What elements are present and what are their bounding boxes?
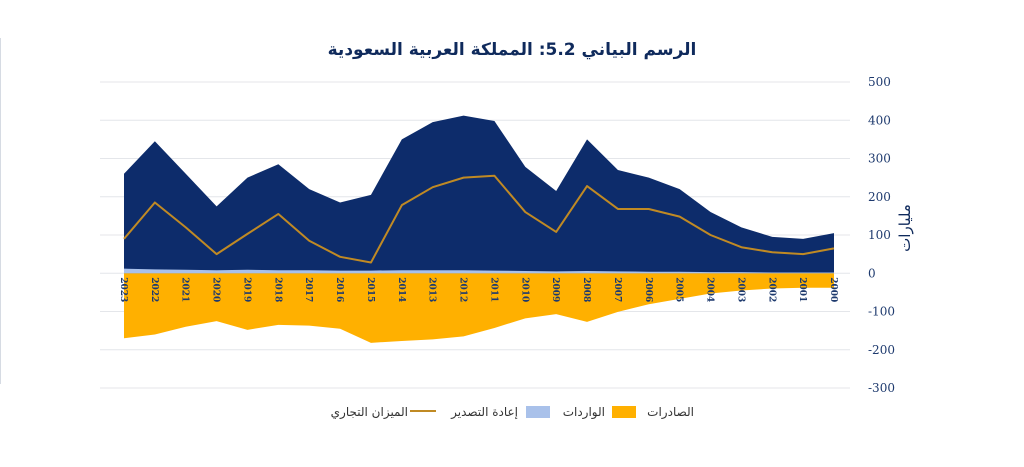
legend-swatch-imports [526,406,550,418]
y-tick-label: 300 [868,152,891,166]
y-axis-label: مليارات [896,204,914,252]
y-tick-label: -300 [868,381,895,395]
y-tick-label: -200 [868,343,895,357]
x-tick-label: 2003 [735,277,745,302]
chart-title: الرسم البياني 5.2: المملكة العربية السعو… [328,40,697,60]
x-tick-label: 2011 [488,277,498,302]
y-tick-label: 0 [868,266,876,280]
x-tick-label: 2001 [797,277,807,302]
x-axis-ticks: 2023 2022 2021 2020 2019 2018 2017 2016 2015 2014… [118,277,838,302]
x-tick-label: 2005 [674,277,684,302]
x-tick-label: 2021 [180,277,190,302]
legend-label-imports: الواردات [563,405,605,420]
x-tick-label: 2004 [705,277,715,302]
x-tick-label: 2018 [272,277,282,302]
x-tick-label: 2023 [118,277,128,302]
x-tick-label: 2012 [458,277,468,302]
x-tick-label: 2008 [581,277,591,302]
x-tick-label: 2015 [365,277,375,302]
x-tick-label: 2007 [612,277,622,302]
x-tick-label: 2006 [643,277,653,302]
legend-swatch-exports [612,406,636,418]
x-tick-label: 2022 [149,277,159,302]
x-tick-label: 2020 [211,277,221,302]
x-tick-label: 2019 [241,277,251,302]
x-tick-label: 2002 [766,277,776,302]
line-الميزان التجاري [123,174,835,264]
y-tick-label: -100 [868,305,895,319]
legend: الصادرات الواردات إعادة التصدير الميزان الت… [331,405,694,420]
y-axis-ticks: -300 -200 -100 0 100 200 300 400 500 [868,75,895,395]
x-tick-label: 2013 [427,277,437,302]
left-border-rule [0,38,1,384]
area-إعادة التصدير [124,268,834,274]
x-tick-label: 2017 [303,277,313,302]
legend-label-trade-balance: الميزان التجاري [331,405,408,420]
y-tick-label: 200 [868,190,891,204]
x-tick-label: 2014 [396,277,406,302]
area-الصادرات [124,115,834,274]
legend-label-exports: الصادرات [647,405,694,420]
x-tick-label: 2000 [828,277,838,302]
legend-label-reexports: إعادة التصدير [450,405,518,420]
x-tick-label: 2009 [550,277,560,302]
line-series [123,174,835,264]
y-tick-label: 500 [868,75,891,89]
area-الواردات [124,273,834,343]
x-tick-label: 2010 [519,277,529,302]
x-tick-label: 2016 [334,277,344,302]
y-tick-label: 400 [868,113,891,127]
y-tick-label: 100 [868,228,891,242]
area-series [124,115,834,343]
